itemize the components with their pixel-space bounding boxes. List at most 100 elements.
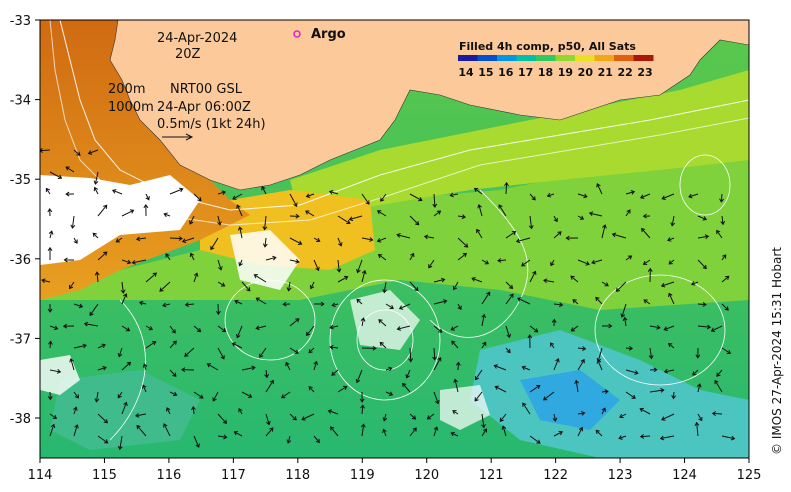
current-arrow (355, 369, 363, 384)
current-arrow (601, 389, 609, 394)
colorbar-swatch (516, 55, 537, 61)
current-arrow (667, 237, 675, 242)
current-arrow (405, 369, 411, 379)
current-arrow (49, 423, 56, 437)
current-arrow (695, 347, 701, 359)
current-arrow (193, 325, 202, 333)
current-arrow (356, 259, 363, 274)
y-tick-label: -38 (10, 412, 31, 427)
current-arrow (289, 318, 300, 327)
x-tick-label: 117 (221, 468, 246, 483)
current-arrow (89, 303, 99, 317)
current-arrow (305, 325, 315, 337)
current-arrow (505, 281, 514, 290)
current-arrow (376, 210, 387, 217)
current-arrow (117, 435, 123, 451)
current-arrow (191, 405, 196, 415)
current-arrow (121, 401, 128, 415)
current-arrow (135, 236, 147, 242)
current-arrow (262, 237, 268, 248)
current-arrow (481, 341, 487, 349)
colorbar-swatch (614, 55, 634, 61)
current-arrow (529, 270, 537, 283)
current-arrow (595, 296, 603, 305)
current-arrow (570, 275, 579, 283)
current-arrow (577, 358, 585, 371)
current-arrow (231, 342, 243, 349)
y-tick-label: -36 (10, 253, 31, 268)
isobath-shallow-label: 200m (108, 82, 145, 97)
current-arrow (428, 259, 435, 269)
colorbar-swatch (458, 55, 478, 61)
x-tick-label: 115 (92, 468, 117, 483)
current-arrow (143, 203, 149, 217)
current-arrow (494, 385, 507, 393)
current-arrow (63, 257, 75, 263)
current-arrow (87, 149, 99, 155)
colorbar-tick-label: 16 (498, 66, 514, 79)
current-arrow (48, 230, 54, 239)
current-arrow (642, 259, 651, 265)
current-arrow (73, 237, 78, 244)
cloud-gap-west (40, 175, 200, 265)
current-arrow (193, 391, 204, 399)
current-arrow (671, 391, 677, 400)
argo-float-marker[interactable] (293, 30, 301, 38)
current-arrow (236, 325, 243, 339)
current-arrow (73, 343, 87, 349)
current-arrow (163, 423, 171, 437)
current-arrow (49, 369, 62, 374)
current-arrow (217, 347, 225, 360)
current-arrow (265, 379, 274, 393)
current-arrow (493, 364, 507, 371)
current-arrow (572, 299, 579, 305)
current-arrow (596, 183, 603, 195)
current-arrow (232, 193, 243, 200)
current-arrow (711, 411, 723, 417)
colorbar-tick-label: 17 (518, 66, 533, 79)
current-arrow (262, 215, 268, 231)
current-arrow (97, 435, 109, 444)
current-arrow (166, 407, 171, 415)
current-arrow (474, 369, 483, 381)
current-arrow (696, 383, 702, 393)
current-arrow (591, 259, 603, 265)
current-arrow (261, 185, 267, 195)
colorbar-tick-label: 14 (458, 66, 474, 79)
current-arrow (649, 367, 658, 373)
current-arrow (697, 302, 707, 307)
y-tick-label: -35 (10, 173, 31, 188)
colorbar-tick-label: 18 (538, 66, 553, 79)
current-arrow (688, 193, 699, 199)
current-arrow (337, 275, 349, 283)
x-tick-label: 125 (737, 468, 762, 483)
current-arrow (409, 281, 419, 292)
current-arrow (721, 303, 729, 311)
current-arrow (73, 149, 81, 156)
current-arrow (505, 293, 514, 305)
current-arrow (670, 215, 676, 227)
current-arrow (382, 413, 388, 422)
current-arrow (449, 192, 459, 198)
current-arrow (73, 303, 84, 309)
current-arrow (361, 193, 370, 205)
current-arrow (542, 391, 555, 401)
current-arrow (265, 427, 274, 437)
current-arrow (331, 302, 339, 308)
current-arrow (643, 299, 651, 305)
current-arrow (477, 203, 483, 217)
current-arrow (457, 252, 468, 261)
colorbar (458, 55, 654, 61)
current-arrow (398, 303, 411, 310)
current-arrow (289, 237, 303, 245)
current-arrow (481, 313, 487, 327)
current-arrow (649, 324, 661, 330)
current-arrow (348, 215, 363, 222)
current-arrow (551, 318, 557, 327)
cool-patch-sw (50, 370, 200, 450)
current-arrow (289, 259, 300, 264)
current-arrow (217, 190, 227, 196)
current-arrow (577, 259, 590, 266)
current-arrow (601, 224, 607, 239)
x-tick-label: 123 (608, 468, 633, 483)
